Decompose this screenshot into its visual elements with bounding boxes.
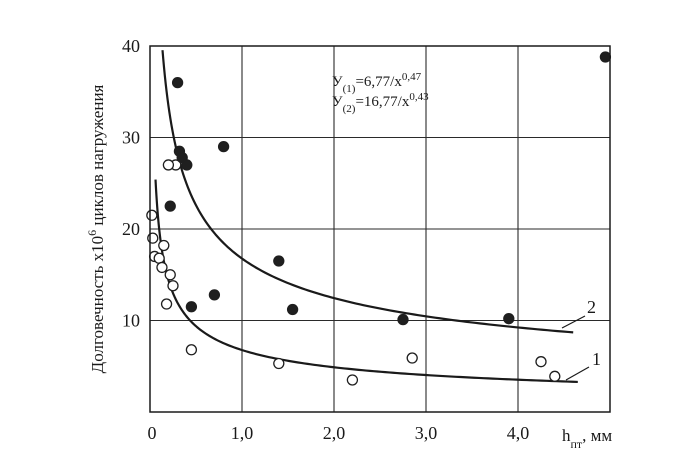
y-axis-label-tail: циклов нагружения <box>88 84 107 229</box>
y-axis-label: Долговечность х106 циклов нагружения <box>85 84 107 373</box>
filled-point-11 <box>503 313 515 325</box>
filled-point-12 <box>599 51 612 63</box>
open-point-5 <box>158 239 170 252</box>
x-tick-label-1: 1,0 <box>231 423 254 443</box>
open-point-7 <box>164 269 176 281</box>
y-axis-label-sup: 6 <box>85 230 99 236</box>
curve-2-label: 2 <box>587 297 596 317</box>
open-point-0 <box>146 209 158 221</box>
open-point-12 <box>273 357 285 370</box>
curve-2 <box>161 50 574 334</box>
filled-point-10 <box>397 313 409 326</box>
open-point-3 <box>153 252 165 264</box>
filled-point-4 <box>164 200 176 212</box>
curve-labels: 2 1 <box>561 297 601 381</box>
open-point-8 <box>167 280 179 292</box>
x-tick-label-0: 0 <box>148 423 157 443</box>
grid-lines <box>150 46 610 412</box>
filled-point-8 <box>273 255 285 267</box>
open-point-14 <box>406 352 418 364</box>
filled-point-6 <box>217 140 230 153</box>
x-tick-labels: 0 1,0 2,0 3,0 4,0 <box>148 423 530 443</box>
equation-1: У(1)=6,77/x0,47 <box>332 71 422 95</box>
x-tick-label-2: 2,0 <box>323 423 346 443</box>
y-axis-label-main: Долговечность х10 <box>88 236 107 374</box>
curve-1-label: 1 <box>592 349 601 369</box>
x-axis-label-main: h <box>562 426 571 445</box>
y-tick-label-3: 40 <box>122 36 140 56</box>
y-tick-label-1: 20 <box>122 219 140 239</box>
open-point-16 <box>549 370 561 382</box>
filled-point-9 <box>286 303 299 316</box>
equation-2: У(2)=16,77/x0,43 <box>332 91 429 115</box>
x-tick-label-4: 4,0 <box>507 423 530 443</box>
y-tick-label-0: 10 <box>122 311 140 331</box>
filled-point-3 <box>181 159 193 171</box>
y-tick-label-2: 30 <box>122 128 140 148</box>
curve-2-leader <box>561 315 586 329</box>
open-point-11 <box>185 344 198 356</box>
filled-point-7 <box>208 289 221 301</box>
open-point-6 <box>160 298 173 310</box>
filled-point-5 <box>185 301 198 313</box>
x-axis-label-sub: пт <box>571 437 583 451</box>
open-point-13 <box>346 374 359 386</box>
x-axis-label-tail: , мм <box>582 426 612 445</box>
x-tick-label-3: 3,0 <box>415 423 438 443</box>
plot-frame <box>149 45 611 413</box>
filled-point-0 <box>171 76 184 89</box>
curve-1-leader <box>565 366 590 381</box>
open-point-4 <box>156 261 168 274</box>
y-tick-labels: 10 20 30 40 <box>122 36 140 331</box>
open-point-10 <box>162 159 175 171</box>
equation-legend: У(1)=6,77/x0,47 У(2)=16,77/x0,43 <box>332 71 429 115</box>
x-axis-label: hпт, мм <box>562 426 612 451</box>
open-point-15 <box>535 356 547 368</box>
